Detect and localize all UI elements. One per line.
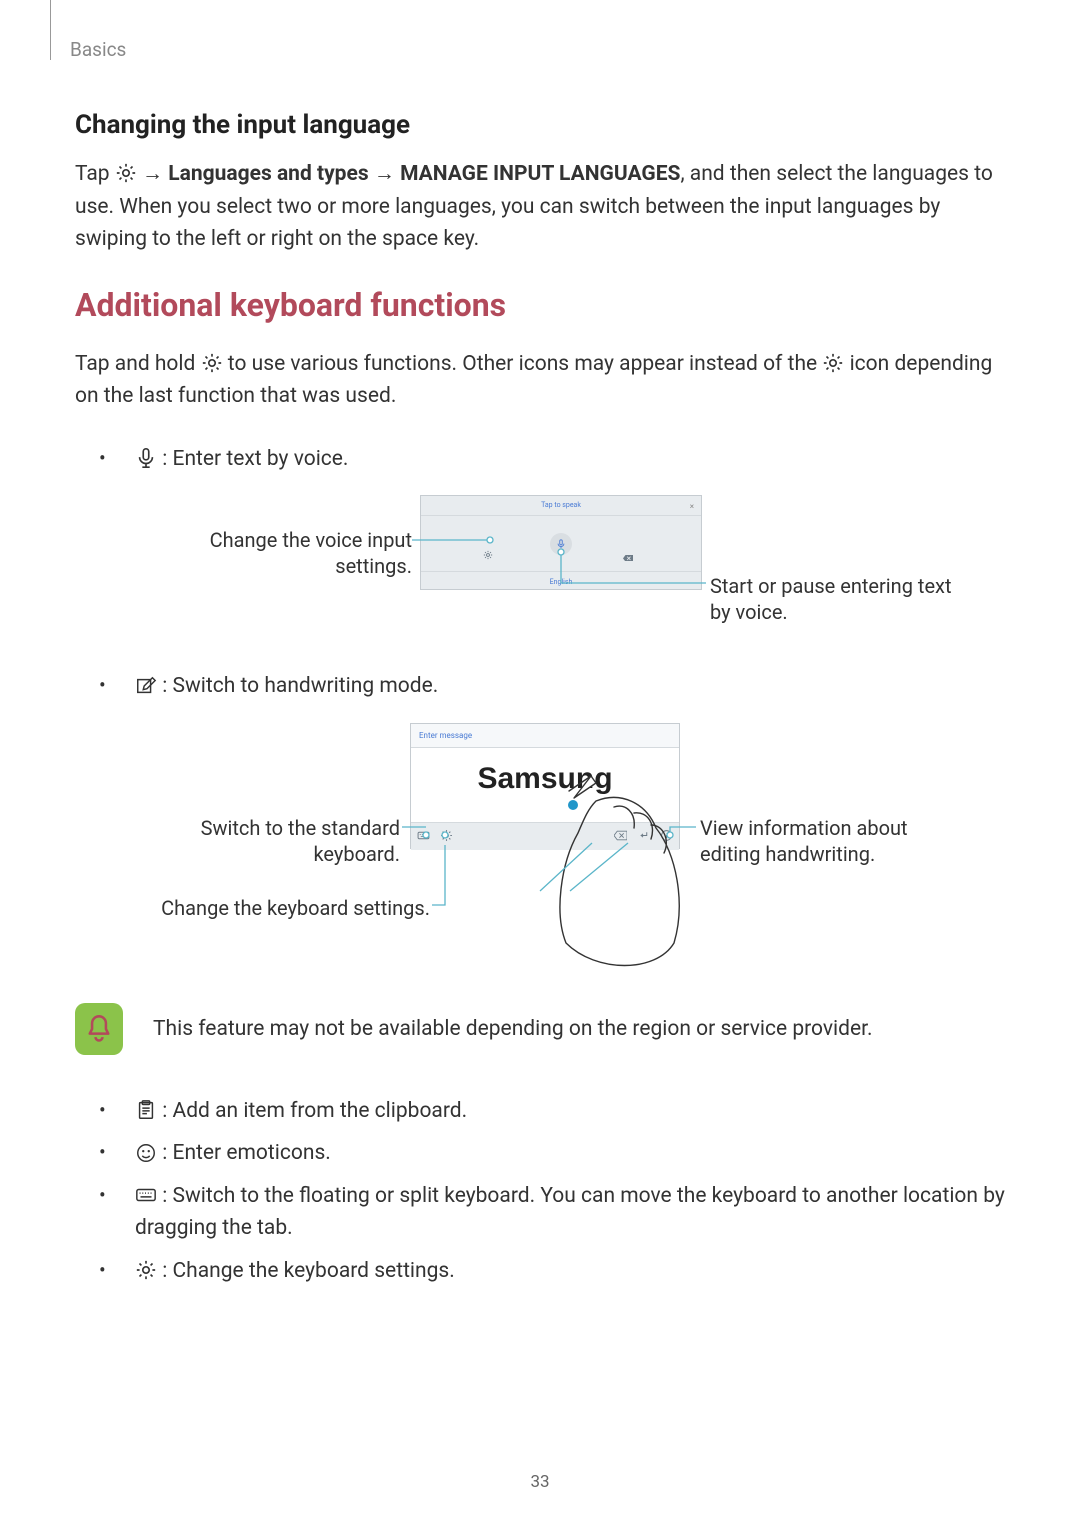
subheading-input-language: Changing the input language <box>75 110 1005 140</box>
text: Tap and hold <box>75 352 201 376</box>
feature-list: : Enter text by voice. Change the voice … <box>75 443 1005 983</box>
arrow-icon: → <box>374 162 400 186</box>
gear-icon <box>440 820 453 853</box>
list-item: : Enter text by voice. Change the voice … <box>99 443 1005 651</box>
text: to use various functions. Other icons ma… <box>228 352 823 376</box>
section-title: Additional keyboard functions <box>75 286 1005 324</box>
mic-icon <box>135 447 157 469</box>
delete-icon <box>623 539 633 547</box>
header-divider <box>50 0 51 60</box>
breadcrumb: Basics <box>70 38 126 61</box>
text: : Change the keyboard settings. <box>157 1259 455 1283</box>
list-item: : Add an item from the clipboard. <box>99 1095 1005 1128</box>
clipboard-icon <box>135 1099 157 1121</box>
paragraph-input-language: Tap → Languages and types → MANAGE INPUT… <box>75 158 1005 256</box>
feature-list-2: : Add an item from the clipboard. : Ente… <box>75 1095 1005 1288</box>
path-step-1: Languages and types <box>168 162 368 186</box>
list-item: : Change the keyboard settings. <box>99 1255 1005 1288</box>
callout-voice-settings: Change the voice input settings. <box>162 527 412 579</box>
voice-panel-mid <box>421 516 701 571</box>
paragraph-functions-intro: Tap and hold to use various functions. O… <box>75 348 1005 413</box>
page-content: Changing the input language Tap → Langua… <box>0 0 1080 1288</box>
page-number: 33 <box>530 1472 549 1492</box>
voice-language: English <box>550 577 573 588</box>
list-item: : Enter emoticons. <box>99 1137 1005 1170</box>
text: Tap <box>75 162 115 186</box>
callout-voice-start: Start or pause entering text by voice. <box>710 573 970 625</box>
note-text: This feature may not be available depend… <box>153 1017 873 1041</box>
callout-kb-settings: Change the keyboard settings. <box>150 895 430 921</box>
text: : Enter text by voice. <box>157 447 348 471</box>
figure-voice-input: Change the voice input settings. Start o… <box>150 495 990 650</box>
list-item: : Switch to handwriting mode. Switch to … <box>99 670 1005 983</box>
voice-panel-top: Tap to speak × <box>421 496 701 516</box>
keyboard-icon <box>417 820 430 853</box>
note-bell-icon <box>75 1003 123 1055</box>
hand-illustration <box>536 773 711 973</box>
arrow-icon: → <box>142 162 168 186</box>
voice-hint: Tap to speak <box>541 500 581 511</box>
text: : Enter emoticons. <box>157 1141 331 1165</box>
text: : Switch to the floating or split keyboa… <box>135 1184 1005 1241</box>
voice-panel-bottom: English <box>421 571 701 591</box>
gear-icon <box>135 1259 157 1281</box>
note-row: This feature may not be available depend… <box>75 1003 1005 1055</box>
figure-handwriting: Switch to the standard keyboard. Change … <box>140 723 1000 983</box>
handwriting-input-hint: Enter message <box>411 724 679 748</box>
voice-panel: Tap to speak × <box>420 495 702 590</box>
text: : Add an item from the clipboard. <box>157 1099 467 1123</box>
emoticon-icon <box>135 1142 157 1164</box>
list-item: : Switch to the floating or split keyboa… <box>99 1180 1005 1245</box>
close-icon: × <box>690 501 694 513</box>
callout-standard-kb: Switch to the standard keyboard. <box>150 815 400 867</box>
gear-icon <box>483 538 493 548</box>
path-step-2: MANAGE INPUT LANGUAGES <box>400 162 680 186</box>
callout-edit-info: View information about editing handwriti… <box>700 815 950 867</box>
gear-icon <box>822 352 844 374</box>
mic-button <box>550 533 572 555</box>
gear-icon <box>115 162 137 184</box>
keyboard-mode-icon <box>135 1184 157 1206</box>
handwriting-icon <box>135 675 157 697</box>
gear-icon <box>201 352 223 374</box>
text: : Switch to handwriting mode. <box>157 674 438 698</box>
